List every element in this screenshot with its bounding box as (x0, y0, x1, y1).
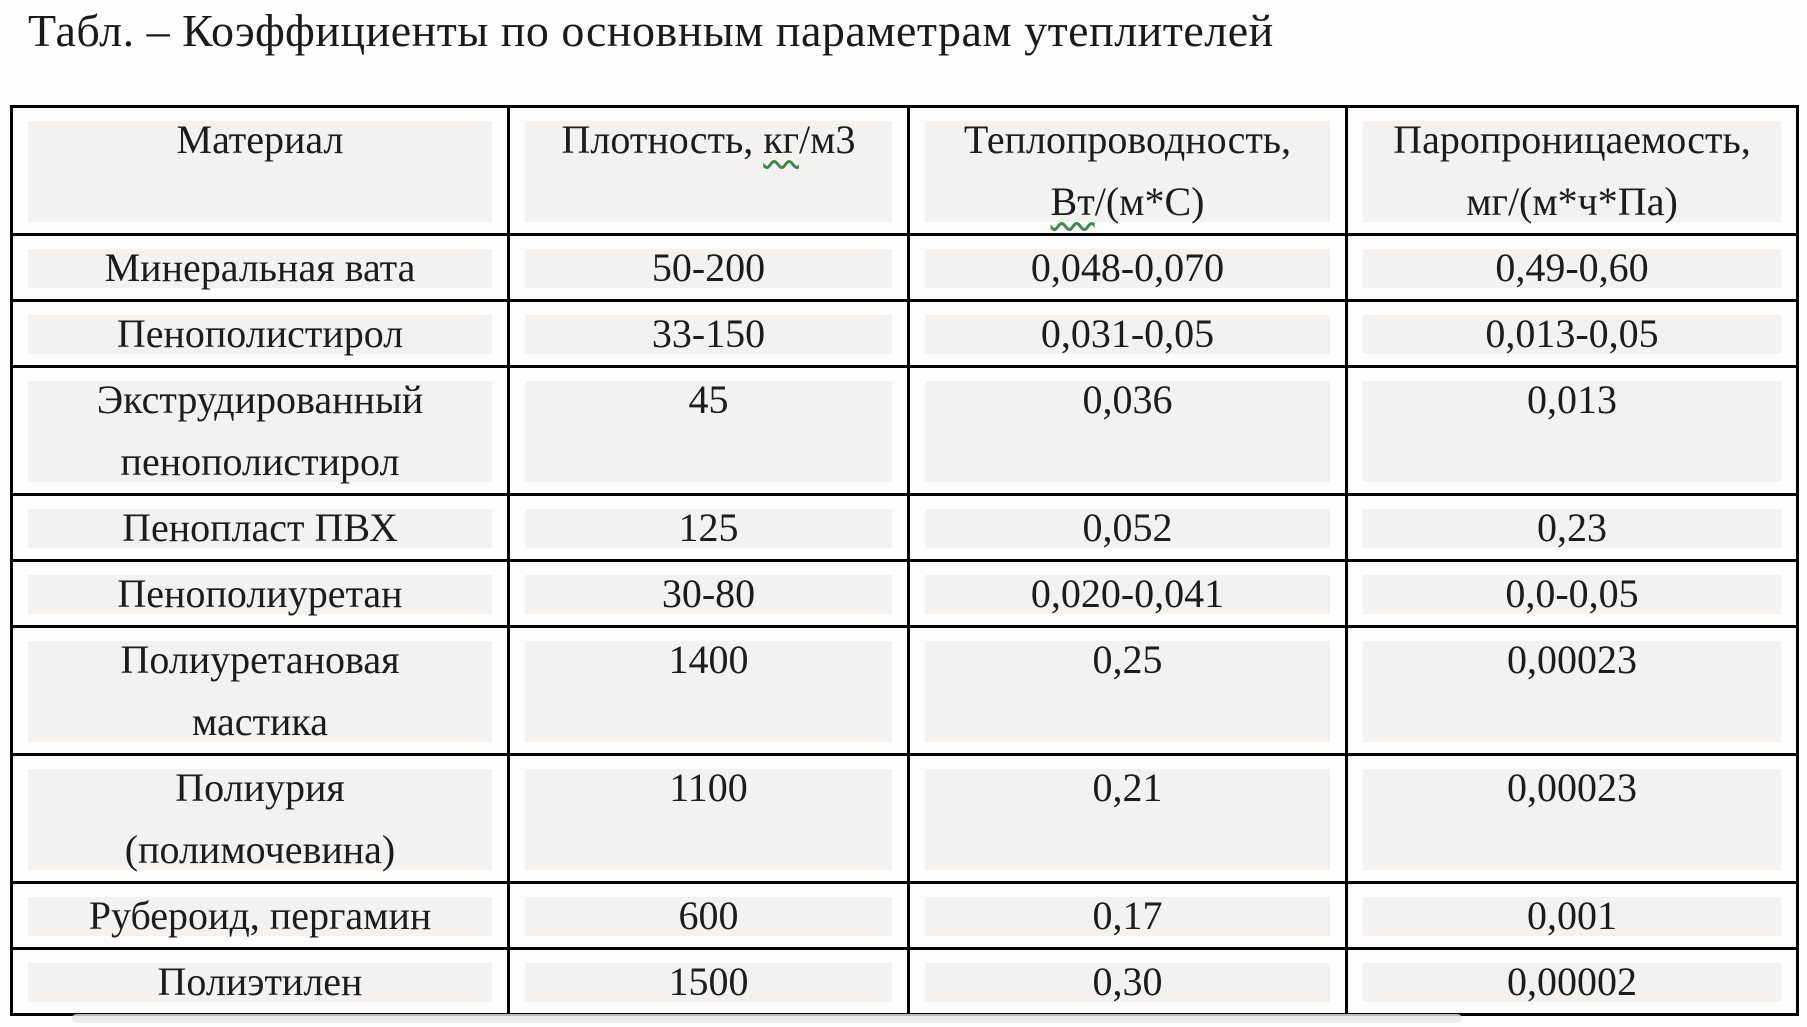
conductivity-header-line2: Вт/(м*С) (918, 171, 1337, 233)
page-title: Табл. – Коэффициенты по основным парамет… (28, 5, 1274, 56)
cell-density: 1500 (507, 947, 910, 1016)
coefficients-table: Материал Плотность, кг/м3 Теплопроводнос… (10, 105, 1799, 1016)
table-row: Полиурия (полимочевина) 1100 0,21 0,0002… (10, 753, 1799, 884)
cell-density: 30-80 (507, 559, 910, 628)
table-row: Пенополиуретан 30-80 0,020-0,041 0,0-0,0… (10, 559, 1799, 628)
conductivity-header-unit: /(м*С) (1094, 179, 1205, 224)
table-row: Полиуретановая мастика 1400 0,25 0,00023 (10, 625, 1799, 756)
table-row: Пенополистирол 33-150 0,031-0,05 0,013-0… (10, 299, 1799, 368)
density-header-label: Плотность, кг/м3 (518, 109, 899, 171)
cell-density: 600 (507, 881, 910, 950)
cell-density: 50-200 (507, 233, 910, 302)
cell-permeability: 0,013-0,05 (1345, 299, 1799, 368)
cell-permeability: 0,00023 (1345, 753, 1799, 884)
conductivity-header-line1: Теплопроводность, (963, 117, 1292, 162)
cell-permeability: 0,49-0,60 (1345, 233, 1799, 302)
cell-permeability: 0,00023 (1345, 625, 1799, 756)
table-row: Минеральная вата 50-200 0,048-0,070 0,49… (10, 233, 1799, 302)
spellcheck-squiggle: кг (763, 117, 800, 162)
cell-permeability: 0,00002 (1345, 947, 1799, 1016)
scan-artifact-smudge (72, 1014, 1462, 1023)
cell-conductivity: 0,25 (907, 625, 1348, 756)
table-row: Рубероид, пергамин 600 0,17 0,001 (10, 881, 1799, 950)
cell-permeability: 0,0-0,05 (1345, 559, 1799, 628)
cell-conductivity: 0,048-0,070 (907, 233, 1348, 302)
cell-density: 45 (507, 365, 910, 496)
cell-conductivity: 0,17 (907, 881, 1348, 950)
cell-material: Пенополиуретан (10, 559, 510, 628)
cell-material: Полиурия (полимочевина) (10, 753, 510, 884)
cell-conductivity: 0,020-0,041 (907, 559, 1348, 628)
cell-conductivity: 0,052 (907, 493, 1348, 562)
permeability-header-line2: мг/(м*ч*Па) (1466, 179, 1678, 224)
spellcheck-squiggle: Вт (1050, 179, 1095, 224)
cell-conductivity: 0,30 (907, 947, 1348, 1016)
col-header-conductivity: Теплопроводность, Вт/(м*С) (907, 105, 1348, 236)
cell-material: Полиэтилен (10, 947, 510, 1016)
header-row: Материал Плотность, кг/м3 Теплопроводнос… (10, 105, 1799, 236)
density-header-post: /м3 (799, 117, 856, 162)
cell-permeability: 0,013 (1345, 365, 1799, 496)
cell-material: Полиуретановая мастика (10, 625, 510, 756)
cell-material: Пенополистирол (10, 299, 510, 368)
cell-conductivity: 0,21 (907, 753, 1348, 884)
cell-conductivity: 0,036 (907, 365, 1348, 496)
cell-permeability: 0,23 (1345, 493, 1799, 562)
col-header-material: Материал (10, 105, 510, 236)
cell-material: Рубероид, пергамин (10, 881, 510, 950)
cell-material: Экструдированный пенополистирол (10, 365, 510, 496)
cell-permeability: 0,001 (1345, 881, 1799, 950)
density-header-pre: Плотность, (561, 117, 764, 162)
cell-density: 1100 (507, 753, 910, 884)
material-header-label: Материал (176, 117, 344, 162)
cell-conductivity: 0,031-0,05 (907, 299, 1348, 368)
cell-density: 33-150 (507, 299, 910, 368)
col-header-density: Плотность, кг/м3 (507, 105, 910, 236)
table-row: Экструдированный пенополистирол 45 0,036… (10, 365, 1799, 496)
permeability-header-line1: Паропроницаемость, (1393, 117, 1751, 162)
col-header-permeability: Паропроницаемость, мг/(м*ч*Па) (1345, 105, 1799, 236)
table-row: Полиэтилен 1500 0,30 0,00002 (10, 947, 1799, 1016)
table-row: Пенопласт ПВХ 125 0,052 0,23 (10, 493, 1799, 562)
cell-density: 125 (507, 493, 910, 562)
cell-material: Минеральная вата (10, 233, 510, 302)
cell-material: Пенопласт ПВХ (10, 493, 510, 562)
cell-density: 1400 (507, 625, 910, 756)
